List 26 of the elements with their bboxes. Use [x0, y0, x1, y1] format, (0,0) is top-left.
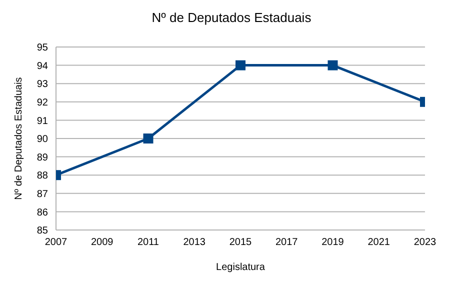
point: [236, 60, 246, 70]
x-tick-label: 2019: [322, 237, 344, 248]
x-tick-label: 2023: [414, 237, 437, 248]
x-axis-title: Legislatura: [216, 262, 266, 273]
y-tick-label: 87: [36, 188, 48, 200]
y-tick-label: 93: [36, 79, 48, 90]
y-tick-label: 94: [36, 60, 48, 72]
y-tick-label: 92: [36, 97, 48, 108]
x-tick-label: 2009: [91, 237, 114, 248]
x-tick-label: 2007: [44, 237, 68, 248]
y-axis-title: Nº de Deputados Estaduais: [14, 77, 25, 200]
y-tick-label: 85: [36, 226, 48, 237]
point: [328, 60, 338, 70]
point: [143, 134, 154, 144]
x-tick-label: 2017: [276, 237, 298, 248]
y-tick-label: 91: [36, 116, 48, 127]
y-tick-label: 88: [36, 170, 48, 182]
x-tick-label: 2011: [137, 237, 160, 248]
chart-title: Nº de Deputados Estaduais: [150, 10, 312, 25]
y-tick-label: 90: [36, 134, 48, 146]
y-tick-label: 95: [36, 42, 48, 54]
x-tick-label: 2013: [183, 237, 206, 248]
y-tick-label: 89: [36, 152, 48, 164]
y-tick-label: 86: [36, 207, 48, 218]
x-tick-label: 2021: [368, 237, 390, 248]
x-tick-label: 2015: [229, 237, 252, 248]
